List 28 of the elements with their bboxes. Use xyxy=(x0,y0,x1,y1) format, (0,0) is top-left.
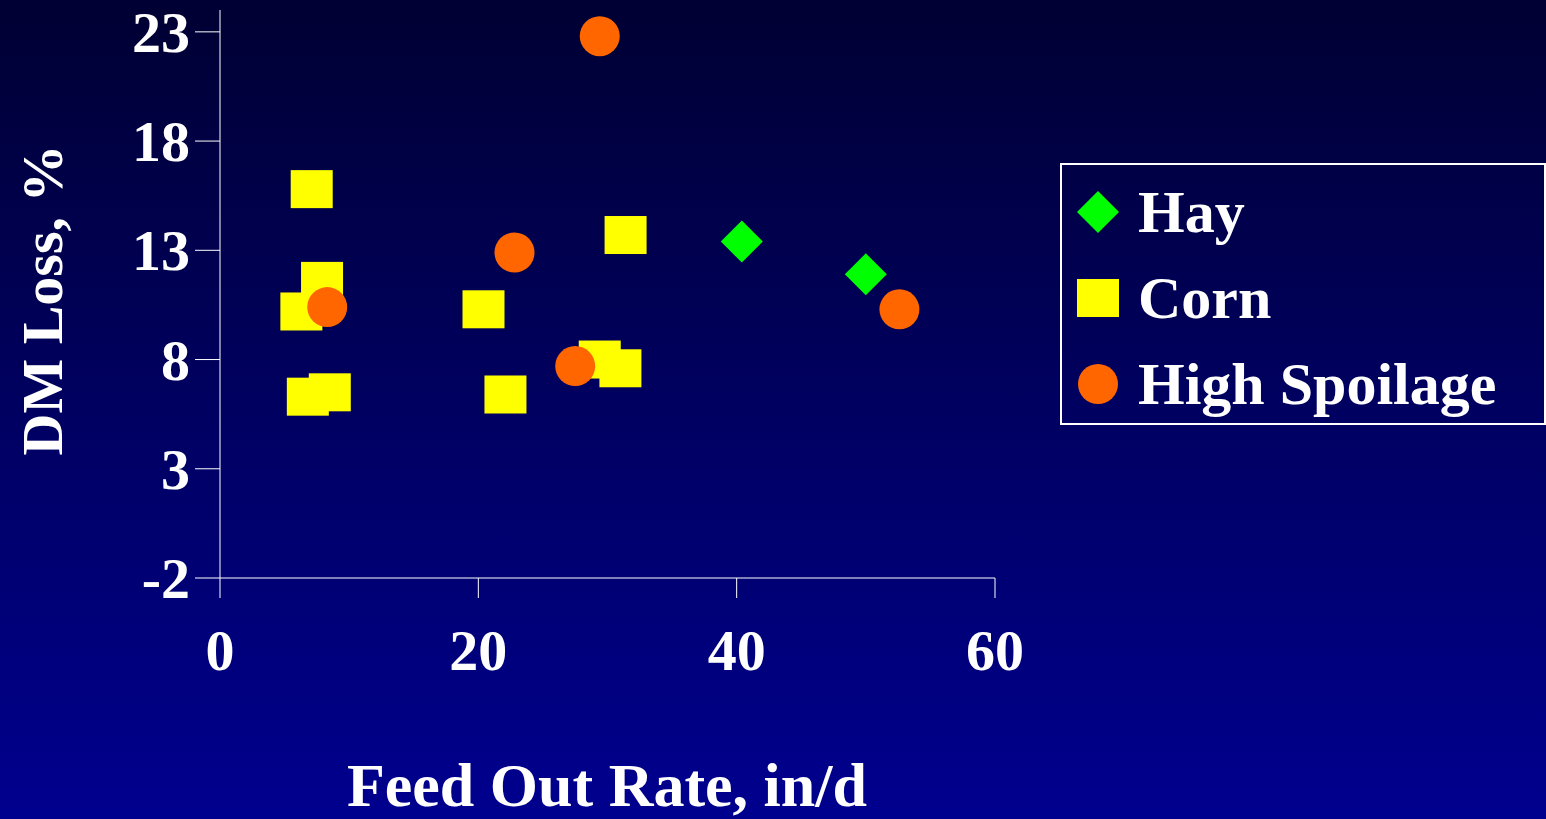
point xyxy=(307,287,348,328)
point xyxy=(604,216,647,255)
y-tick-label: 8 xyxy=(161,327,190,393)
y-tick-label: 23 xyxy=(132,0,190,65)
y-tick-label: 3 xyxy=(161,436,190,502)
x-tick-label: 20 xyxy=(449,618,508,683)
y-tick-label: 18 xyxy=(132,109,190,175)
point xyxy=(844,253,887,296)
legend-label: High Spoilage xyxy=(1138,350,1497,419)
x-tick-label: 40 xyxy=(707,618,766,683)
point xyxy=(720,220,763,263)
y-tick-label: -2 xyxy=(141,546,190,611)
point xyxy=(494,232,535,273)
legend-label: Hay xyxy=(1138,178,1245,247)
point xyxy=(879,289,920,330)
x-tick-label: 0 xyxy=(205,618,235,683)
x-axis-title: Feed Out Rate, in/d xyxy=(346,751,868,819)
x-tick-label: 60 xyxy=(966,618,1024,683)
point xyxy=(462,290,505,329)
point xyxy=(555,346,596,387)
point xyxy=(484,375,527,414)
point xyxy=(599,349,642,388)
y-axis-title: DM Loss, % xyxy=(10,144,75,456)
y-tick-label: 13 xyxy=(132,218,190,284)
point xyxy=(308,373,351,412)
point xyxy=(290,170,333,209)
legend-label: Corn xyxy=(1138,264,1272,333)
point xyxy=(579,16,620,57)
